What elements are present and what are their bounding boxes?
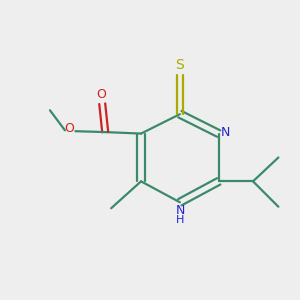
Text: H: H	[176, 214, 184, 225]
Text: N: N	[176, 204, 185, 217]
Text: O: O	[96, 88, 106, 101]
Text: N: N	[220, 126, 230, 139]
Text: O: O	[64, 122, 74, 135]
Text: S: S	[176, 58, 184, 72]
